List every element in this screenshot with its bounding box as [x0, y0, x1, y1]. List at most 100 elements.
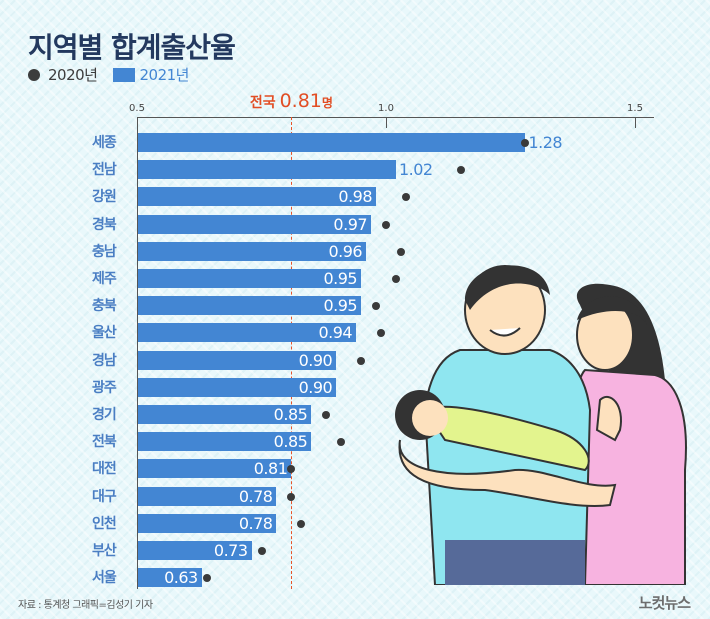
- region-label: 경북: [92, 216, 117, 233]
- dot-2020: [337, 438, 346, 447]
- bar-2021: 0.95: [138, 296, 362, 316]
- dot-2020: [391, 275, 400, 283]
- axis-tick-label: 1.5: [627, 103, 643, 114]
- region-label: 서울: [92, 570, 117, 587]
- region-label: 경기: [92, 407, 117, 423]
- region-label: 전남: [92, 162, 117, 179]
- publisher-logo: 노컷뉴스: [638, 594, 691, 612]
- family-illustration: [395, 265, 687, 585]
- chart-row: 충남 0.96: [0, 241, 710, 262]
- region-label: 경남: [92, 352, 117, 369]
- axis-tick: [635, 117, 636, 128]
- y-axis: [137, 117, 138, 589]
- dot-2020: [456, 166, 465, 175]
- region-label: 제주: [92, 271, 117, 287]
- dot-2020: [287, 492, 296, 501]
- bar-2021: 0.78: [138, 486, 277, 506]
- region-label: 인천: [92, 515, 117, 532]
- axis-tick-label: 0.5: [129, 103, 145, 114]
- chart-row: 대전 0.81: [0, 459, 710, 479]
- bar-value: 0.78: [238, 513, 273, 533]
- region-label: 대전: [92, 461, 117, 478]
- axis-tick: [386, 117, 387, 128]
- bar-value: 0.85: [273, 432, 308, 452]
- chart-row: 광주 0.90: [0, 377, 710, 398]
- bar-value: 0.90: [298, 377, 333, 397]
- bar-2021: 0.78: [138, 513, 277, 533]
- chart-row: 울산 0.94: [0, 323, 710, 343]
- bar-value: 1.02: [398, 160, 433, 180]
- legend-bar-icon: [113, 67, 136, 82]
- national-average-label: 전국 0.81 명: [249, 90, 333, 112]
- chart-row: 경남 0.90: [0, 350, 710, 371]
- legend-2020: 2020년: [48, 66, 98, 84]
- chart-row: 강원 0.98: [0, 187, 710, 207]
- bar-value: 0.63: [164, 568, 198, 588]
- bar-value: 0.98: [338, 187, 373, 207]
- bar-value: 0.97: [333, 214, 368, 234]
- legend-dot-icon: [28, 68, 40, 81]
- legend: 2020년 2021년: [28, 64, 189, 85]
- bar-2021: 0.94: [138, 323, 357, 343]
- bar-2021: 0.85: [138, 432, 312, 452]
- region-label: 울산: [92, 325, 117, 342]
- dot-2020: [202, 574, 211, 583]
- bar-value: 0.95: [323, 269, 358, 288]
- bar-2021: 0.85: [138, 405, 312, 424]
- region-label: 충남: [92, 243, 117, 260]
- dot-2020: [287, 465, 296, 474]
- chart-row: 전남 1.02: [0, 160, 710, 180]
- dot-2020: [521, 139, 530, 147]
- chart-row: 인천 0.78: [0, 513, 710, 534]
- bar-value: 1.28: [528, 133, 563, 152]
- x-axis: [137, 117, 654, 118]
- bar-2021: 0.95: [138, 269, 362, 288]
- bar-value: 0.95: [323, 296, 358, 316]
- dot-2020: [257, 547, 266, 555]
- dot-2020: [297, 519, 306, 528]
- region-label: 강원: [92, 189, 117, 206]
- bar-value: 0.78: [238, 486, 273, 506]
- bar-value: 0.94: [318, 323, 353, 343]
- region-label: 세종: [92, 135, 117, 151]
- source-credit: 자료 : 통계청 그래픽=김성기 기자: [18, 600, 153, 611]
- chart-row: 전북 0.85: [0, 432, 710, 452]
- bar-value: 0.85: [273, 405, 308, 424]
- region-label: 부산: [92, 543, 117, 559]
- chart-row: 경기 0.85: [0, 405, 710, 425]
- bar-2021: 0.63: [138, 568, 202, 588]
- chart-row: 제주 0.95: [0, 269, 710, 289]
- bar-2021: 0.81: [138, 459, 292, 479]
- dot-2020: [377, 329, 386, 338]
- region-label: 대구: [92, 488, 117, 505]
- region-label: 충북: [92, 298, 117, 315]
- chart-row: 서울 0.63: [0, 568, 710, 588]
- bar-2021: 0.73: [138, 541, 252, 560]
- bar-2021: 0.90: [138, 377, 337, 397]
- chart-row: 경북 0.97: [0, 214, 710, 235]
- dot-2020: [401, 193, 410, 202]
- dot-2020: [382, 220, 390, 229]
- bar-2021: 0.96: [138, 241, 367, 261]
- chart-row: 세종 1.28: [0, 133, 710, 153]
- bar-2021: 0.97: [138, 214, 372, 234]
- chart-row: 대구 0.78: [0, 486, 710, 507]
- bar-2021: [138, 160, 396, 180]
- bar-value: 0.81: [253, 459, 288, 479]
- bar-2021: 0.90: [138, 350, 337, 370]
- axis-tick-label: 1.0: [378, 103, 394, 114]
- bar-2021: [138, 133, 526, 152]
- axis-tick: [137, 117, 138, 128]
- dot-2020: [357, 356, 366, 365]
- bar-value: 0.90: [298, 350, 333, 370]
- legend-2021: 2021년: [139, 66, 189, 84]
- dot-2020: [396, 247, 405, 256]
- chart-row: 부산 0.73: [0, 541, 710, 561]
- dot-2020: [372, 302, 381, 311]
- chart-title: 지역별 합계출산율: [28, 31, 236, 64]
- region-label: 광주: [92, 379, 117, 396]
- region-label: 전북: [92, 434, 117, 451]
- bar-value: 0.96: [328, 241, 363, 261]
- chart-row: 충북 0.95: [0, 296, 710, 316]
